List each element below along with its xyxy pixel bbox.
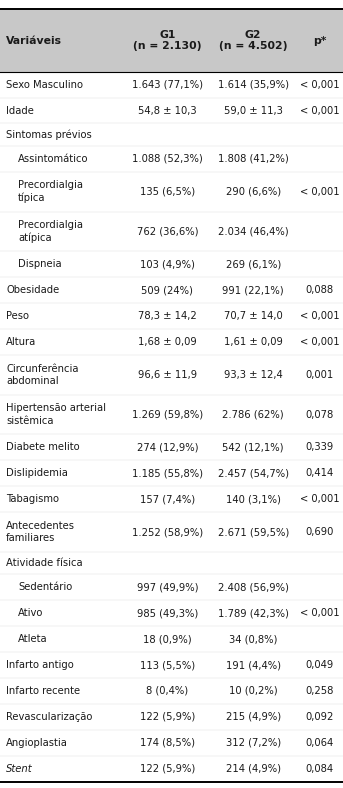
Text: 2.408 (56,9%): 2.408 (56,9%)	[218, 582, 288, 593]
Text: Altura: Altura	[6, 337, 36, 347]
Text: Tabagismo: Tabagismo	[6, 494, 59, 504]
Text: Diabete melito: Diabete melito	[6, 442, 80, 452]
Text: Infarto recente: Infarto recente	[6, 686, 80, 696]
Text: Stent: Stent	[6, 764, 33, 774]
Text: 10 (0,2%): 10 (0,2%)	[229, 686, 277, 696]
Text: 1.269 (59,8%): 1.269 (59,8%)	[132, 410, 203, 419]
Text: 78,3 ± 14,2: 78,3 ± 14,2	[138, 311, 197, 321]
Text: Revascularização: Revascularização	[6, 712, 93, 722]
Text: 2.034 (46,4%): 2.034 (46,4%)	[218, 226, 288, 236]
Text: 214 (4,9%): 214 (4,9%)	[226, 764, 281, 774]
Text: G2
(n = 4.502): G2 (n = 4.502)	[219, 30, 287, 51]
Text: Dispneia: Dispneia	[18, 259, 62, 269]
Text: 762 (36,6%): 762 (36,6%)	[137, 226, 198, 236]
Text: 991 (22,1%): 991 (22,1%)	[222, 285, 284, 296]
Text: Peso: Peso	[6, 311, 29, 321]
Text: 0,088: 0,088	[306, 285, 334, 296]
Text: p*: p*	[313, 35, 326, 46]
Text: 135 (6,5%): 135 (6,5%)	[140, 187, 195, 197]
Text: 174 (8,5%): 174 (8,5%)	[140, 738, 195, 748]
Text: 269 (6,1%): 269 (6,1%)	[225, 259, 281, 269]
Text: Precordialgia
atípica: Precordialgia atípica	[18, 220, 83, 243]
Text: Circunferência
abdominal: Circunferência abdominal	[6, 363, 79, 386]
Text: 59,0 ± 11,3: 59,0 ± 11,3	[224, 106, 283, 116]
Text: 0,690: 0,690	[306, 527, 334, 537]
Text: 542 (12,1%): 542 (12,1%)	[222, 442, 284, 452]
Text: 157 (7,4%): 157 (7,4%)	[140, 494, 195, 504]
Text: < 0,001: < 0,001	[300, 80, 340, 90]
Text: Antecedentes
familiares: Antecedentes familiares	[6, 521, 75, 543]
Text: < 0,001: < 0,001	[300, 337, 340, 347]
Text: 0,092: 0,092	[306, 712, 334, 722]
Text: 2.671 (59,5%): 2.671 (59,5%)	[217, 527, 289, 537]
Text: 54,8 ± 10,3: 54,8 ± 10,3	[138, 106, 197, 116]
Text: 1.185 (55,8%): 1.185 (55,8%)	[132, 468, 203, 478]
Text: Precordialgia
típica: Precordialgia típica	[18, 180, 83, 203]
Text: 0,001: 0,001	[306, 370, 334, 380]
Text: 1.252 (58,9%): 1.252 (58,9%)	[132, 527, 203, 537]
Text: 93,3 ± 12,4: 93,3 ± 12,4	[224, 370, 283, 380]
Text: Sedentário: Sedentário	[18, 582, 72, 593]
Text: 0,339: 0,339	[306, 442, 334, 452]
Text: 191 (4,4%): 191 (4,4%)	[226, 660, 281, 670]
Text: 140 (3,1%): 140 (3,1%)	[226, 494, 281, 504]
Text: 0,078: 0,078	[306, 410, 334, 419]
Text: 1,61 ± 0,09: 1,61 ± 0,09	[224, 337, 283, 347]
Text: 70,7 ± 14,0: 70,7 ± 14,0	[224, 311, 283, 321]
Text: 290 (6,6%): 290 (6,6%)	[226, 187, 281, 197]
Bar	[0, 9, 343, 72]
Text: 1.789 (42,3%): 1.789 (42,3%)	[218, 608, 288, 619]
Text: 0,064: 0,064	[306, 738, 334, 748]
Text: 1.643 (77,1%): 1.643 (77,1%)	[132, 80, 203, 90]
Text: Angioplastia: Angioplastia	[6, 738, 68, 748]
Text: < 0,001: < 0,001	[300, 608, 340, 619]
Text: G1
(n = 2.130): G1 (n = 2.130)	[133, 30, 202, 51]
Text: < 0,001: < 0,001	[300, 494, 340, 504]
Text: 1.808 (41,2%): 1.808 (41,2%)	[218, 154, 288, 164]
Text: 509 (24%): 509 (24%)	[141, 285, 193, 296]
Text: 2.457 (54,7%): 2.457 (54,7%)	[218, 468, 288, 478]
Text: 122 (5,9%): 122 (5,9%)	[140, 712, 195, 722]
Text: Ativo: Ativo	[18, 608, 44, 619]
Text: 0,084: 0,084	[306, 764, 334, 774]
Text: 997 (49,9%): 997 (49,9%)	[137, 582, 198, 593]
Text: < 0,001: < 0,001	[300, 106, 340, 116]
Text: < 0,001: < 0,001	[300, 311, 340, 321]
Text: 103 (4,9%): 103 (4,9%)	[140, 259, 195, 269]
Text: 2.786 (62%): 2.786 (62%)	[222, 410, 284, 419]
Text: 0,049: 0,049	[306, 660, 334, 670]
Text: 1,68 ± 0,09: 1,68 ± 0,09	[138, 337, 197, 347]
Text: 1.614 (35,9%): 1.614 (35,9%)	[218, 80, 288, 90]
Text: 312 (7,2%): 312 (7,2%)	[226, 738, 281, 748]
Text: 985 (49,3%): 985 (49,3%)	[137, 608, 198, 619]
Text: 18 (0,9%): 18 (0,9%)	[143, 634, 192, 644]
Text: Infarto antigo: Infarto antigo	[6, 660, 74, 670]
Text: 8 (0,4%): 8 (0,4%)	[146, 686, 188, 696]
Text: 0,414: 0,414	[306, 468, 334, 478]
Text: Assintomático: Assintomático	[18, 154, 89, 164]
Text: 113 (5,5%): 113 (5,5%)	[140, 660, 195, 670]
Text: Variáveis: Variáveis	[6, 35, 62, 46]
Text: 215 (4,9%): 215 (4,9%)	[226, 712, 281, 722]
Text: Atleta: Atleta	[18, 634, 48, 644]
Text: Obesidade: Obesidade	[6, 285, 59, 296]
Text: Idade: Idade	[6, 106, 34, 116]
Text: 0,258: 0,258	[306, 686, 334, 696]
Text: 34 (0,8%): 34 (0,8%)	[229, 634, 277, 644]
Text: < 0,001: < 0,001	[300, 187, 340, 197]
Text: 122 (5,9%): 122 (5,9%)	[140, 764, 195, 774]
Text: Sintomas prévios: Sintomas prévios	[6, 129, 92, 140]
Text: Sexo Masculino: Sexo Masculino	[6, 80, 83, 90]
Text: Atividade física: Atividade física	[6, 558, 83, 568]
Text: Hipertensão arterial
sistêmica: Hipertensão arterial sistêmica	[6, 403, 106, 426]
Text: 274 (12,9%): 274 (12,9%)	[137, 442, 198, 452]
Text: Dislipidemia: Dislipidemia	[6, 468, 68, 478]
Text: 1.088 (52,3%): 1.088 (52,3%)	[132, 154, 203, 164]
Text: 96,6 ± 11,9: 96,6 ± 11,9	[138, 370, 197, 380]
